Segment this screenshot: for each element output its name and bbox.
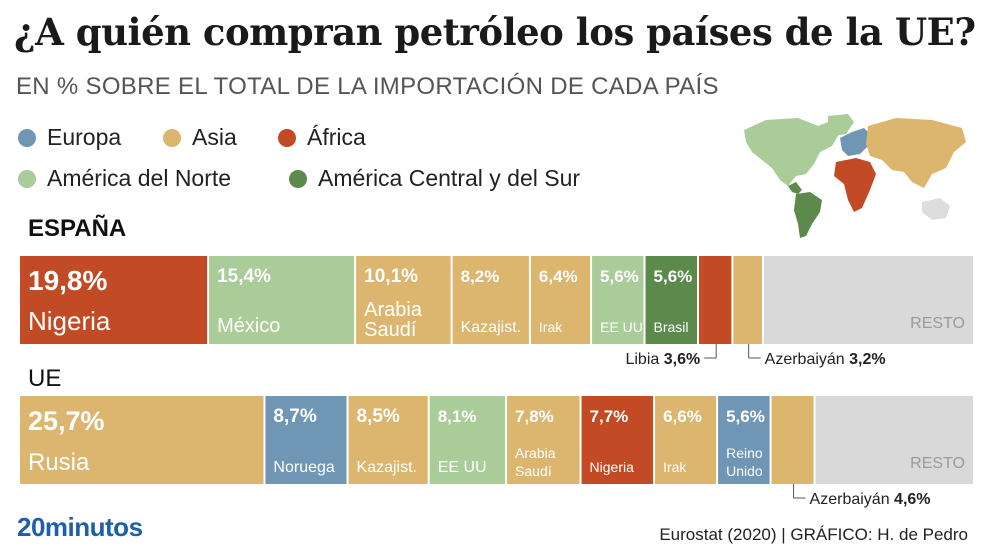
value-label: 8,2% [461,267,500,286]
map-oceania [922,198,950,220]
legend-label: Asia [192,124,237,150]
value-label: 8,5% [357,406,400,427]
value-label: 8,1% [438,407,477,426]
category-label: Nigeria [28,306,111,336]
bar-segment [771,396,814,484]
category-label: Kazajist. [461,319,521,336]
category-label: Brasil [654,319,689,335]
value-label: 6,6% [663,407,702,426]
map-south-america [794,192,822,238]
callout-label: Libia 3,6% [625,351,700,368]
bar-segment [209,256,355,344]
bar-segment [452,256,529,344]
category-label: Saudí [515,463,552,479]
map-africa [834,158,876,212]
legend-swatch [289,169,307,188]
bar-segment [763,256,973,344]
bar-segment [699,256,732,344]
map-north-america [744,118,840,186]
category-label: Saudí [364,319,417,341]
bar-segment [645,256,698,344]
value-label: 6,4% [539,267,578,286]
world-map-icon [744,114,966,238]
map-greenland [828,114,854,136]
value-label: 5,6% [654,267,693,286]
legend-item-america-central-sur: América Central y del Sur [289,165,580,192]
group-label-ue: UE [28,365,62,392]
bar-segment [429,396,506,484]
bar-segment [592,256,644,344]
value-label: 15,4% [217,266,271,287]
category-label: EE UU [600,319,643,335]
bar-segment [655,396,717,484]
callout-label: Azerbaiyán 3,2% [765,351,886,368]
category-label: Irak [539,319,563,335]
category-label: Arabia [515,445,556,461]
value-label: 7,7% [590,407,629,426]
bar-segment [718,396,770,484]
publisher-logo: 20minutos [17,512,143,542]
map-central-america [788,182,802,194]
legend-item-america-norte: América del Norte [18,165,231,192]
legend-swatch [163,128,181,147]
bar-segment [733,256,762,344]
value-label: 5,6% [726,407,765,426]
legend-swatch [18,169,36,188]
bar-segment [507,396,580,484]
bar-segment [815,396,973,484]
map-europe [840,128,872,156]
legend-label: América del Norte [47,165,232,191]
bar-segment [265,396,347,484]
value-label: 10,1% [364,266,418,287]
value-label: 5,6% [600,267,639,286]
rest-label: RESTO [910,315,965,332]
category-label: EE UU [438,459,487,476]
bar-segment [348,396,428,484]
source-credit: Eurostat (2020) | GRÁFICO: H. de Pedro [659,525,968,544]
legend-label: África [307,124,366,150]
legend-swatch [18,128,36,147]
legend-item-europa: Europa [18,124,121,151]
value-label: 25,7% [28,406,105,436]
legend-swatch [278,128,296,147]
legend-item-africa: África [278,124,366,151]
rest-label: RESTO [910,455,965,472]
category-label: Reino [726,445,763,461]
category-label: Nigeria [590,459,635,475]
legend-label: América Central y del Sur [318,165,581,191]
legend-label: Europa [47,124,122,150]
category-label: Noruega [273,459,334,476]
value-label: 8,7% [273,406,316,427]
bar-segment [356,256,451,344]
bar-segment [20,396,264,484]
value-label: 19,8% [28,265,107,296]
category-label: México [217,315,280,337]
category-label: Irak [663,459,687,475]
category-label: Rusia [28,449,90,476]
category-label: Unido [726,463,763,479]
group-label-espana: ESPAÑA [28,215,127,242]
bar-segment [581,396,654,484]
category-label: Kazajist. [357,459,417,476]
chart-title: ¿A quién compran petróleo los países de … [14,10,976,54]
value-label: 7,8% [515,407,554,426]
category-label: Arabia [364,299,423,321]
chart-subtitle: EN % SOBRE EL TOTAL DE LA IMPORTACIÓN DE… [16,73,719,100]
bar-segment [530,256,591,344]
bar-segment [20,256,208,344]
map-asia [866,118,966,188]
legend-item-asia: Asia [163,124,237,151]
callout-label: Azerbaiyán 4,6% [810,491,931,508]
